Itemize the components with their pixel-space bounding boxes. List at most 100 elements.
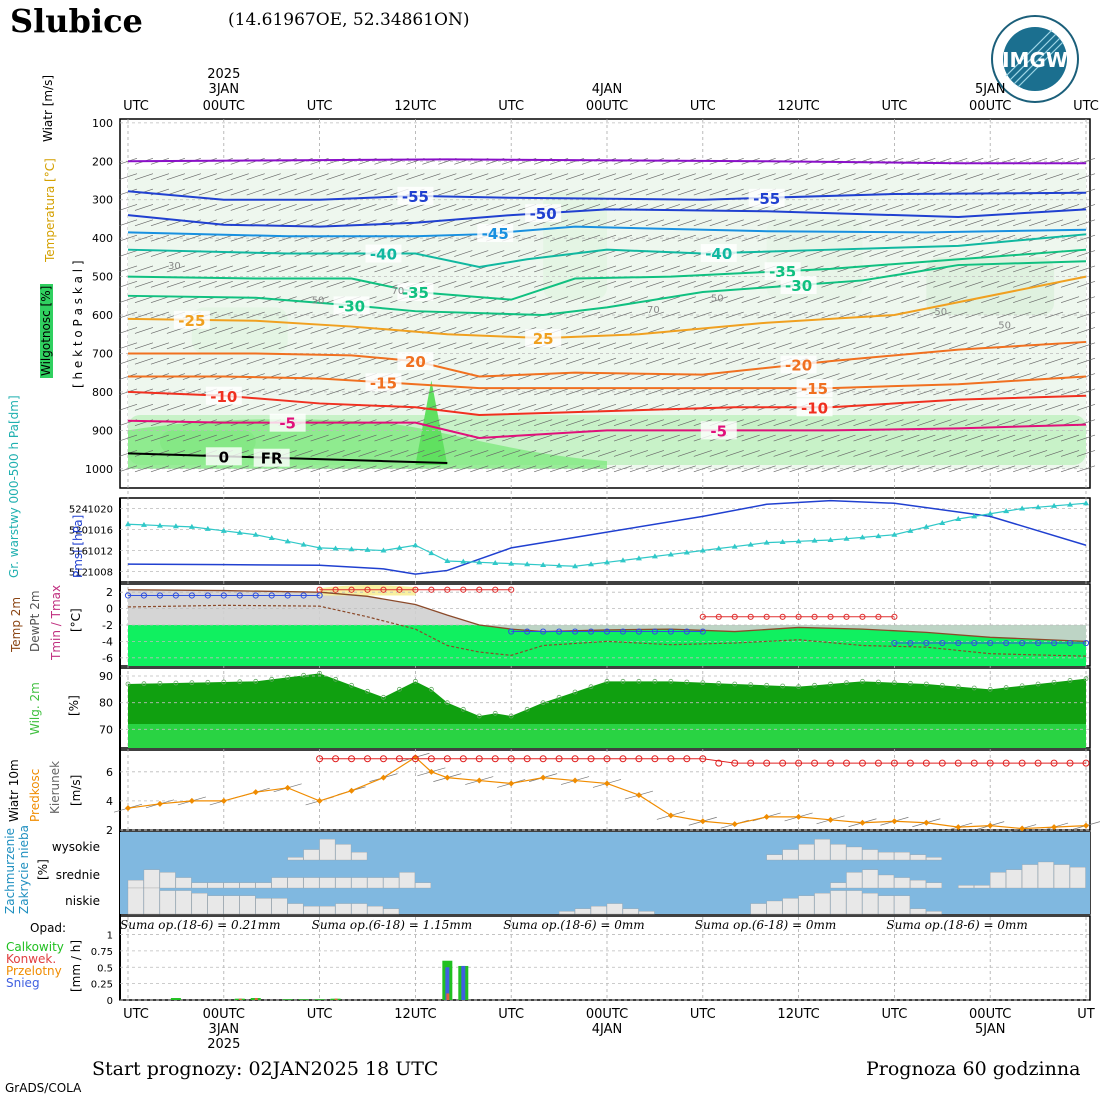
wind-barb	[150, 219, 170, 227]
cloud-bar	[926, 911, 942, 915]
wind-barb	[997, 204, 1016, 211]
rh-marker	[492, 710, 498, 716]
tmax-marker	[843, 613, 850, 620]
wind-barb	[965, 419, 984, 426]
wind-barb	[661, 173, 680, 180]
wind-barb	[1044, 465, 1064, 473]
cloud-bar	[622, 908, 639, 915]
thickness-marker	[508, 560, 515, 566]
thickness-marker	[332, 545, 339, 551]
thickness-marker	[1051, 502, 1058, 508]
wind-barb	[581, 327, 601, 334]
isotherm--20	[128, 340, 1087, 378]
wind-barb	[342, 450, 361, 457]
wind-barb	[1029, 265, 1048, 273]
cloud-bar	[990, 872, 1006, 889]
wind-barb	[166, 357, 185, 365]
pressure-tick-label: 900	[92, 424, 113, 437]
wind-barb	[965, 173, 984, 180]
wind-barb	[454, 188, 473, 196]
date-year-top: 2025	[207, 67, 240, 82]
wind-barb	[534, 450, 553, 457]
wind-barb	[1076, 327, 1096, 334]
rh-lower-band	[128, 724, 1086, 748]
wind-barb	[1060, 250, 1080, 257]
precip-sum-label: Suma op.(18-6) = 0mm	[886, 918, 1027, 932]
pressure-tick-label: 300	[92, 194, 113, 207]
wind-barb	[326, 327, 345, 334]
wind-barb	[1044, 204, 1064, 211]
tmin-marker	[667, 628, 674, 635]
wind-barb	[134, 327, 154, 334]
wind-barb	[182, 265, 201, 273]
pressure-tick-label: 600	[92, 309, 113, 322]
thickness-marker	[412, 542, 419, 548]
precip-tick-label: 0.75	[91, 947, 113, 958]
time-label-bottom: UTC	[882, 1007, 908, 1022]
wind-barb	[406, 173, 425, 180]
isotherm--15	[128, 375, 1087, 390]
wind-barb	[1044, 403, 1064, 411]
wind-barb	[550, 373, 569, 380]
wind-barb	[1076, 296, 1096, 303]
isotherm-label: -10	[210, 388, 237, 406]
wind-barb	[262, 311, 281, 319]
wind-barb	[645, 311, 664, 319]
wind-barb	[310, 357, 329, 365]
wind-direction-marker	[938, 759, 946, 767]
wind-barb	[837, 465, 856, 473]
cloud-bar	[878, 874, 895, 889]
precip-sum-label: Suma op.(6-18) = 0mm	[695, 918, 836, 932]
thickness-tick-label: 524	[69, 505, 88, 516]
wind-barb	[214, 357, 233, 365]
wind-barb	[821, 188, 840, 196]
wind-direction-marker	[539, 755, 547, 763]
wind-barb	[693, 280, 712, 288]
tmin-marker	[540, 628, 547, 635]
wind-barb	[166, 234, 185, 242]
wind-barb	[805, 173, 824, 180]
wind-barb	[661, 219, 680, 227]
rh-shade	[926, 257, 1055, 316]
precip-sum-label: Suma op.(18-6) = 0mm	[503, 918, 644, 932]
cloud-unit: [%]	[36, 859, 50, 880]
isotherm-label: 0	[219, 448, 229, 466]
rh-marker	[444, 700, 450, 706]
wind-barb	[565, 450, 585, 457]
wind-barb	[885, 388, 904, 396]
wind-barb	[374, 265, 393, 273]
wind-barb	[981, 219, 1000, 227]
wind-barb	[917, 296, 936, 303]
wind-barb	[805, 327, 824, 334]
wind-barb	[773, 327, 792, 334]
rh-tick-label: 80	[99, 697, 113, 710]
wind-direction-marker	[827, 759, 835, 767]
tmin-marker	[907, 639, 914, 647]
wind-barb	[693, 219, 712, 227]
cloud-bar	[271, 877, 288, 889]
wind-barb	[901, 250, 920, 257]
wind-barb	[278, 311, 297, 319]
wind-barb	[965, 373, 984, 380]
wind-barb	[390, 173, 409, 180]
wind10-title: Wiatr 10m	[7, 759, 21, 822]
wind-barb	[869, 173, 888, 180]
wind-barb	[534, 280, 553, 288]
wind-barb	[837, 188, 856, 196]
wind-barb	[278, 388, 297, 396]
precip-legend-conv: Konwek.	[6, 952, 57, 966]
wind-barb	[725, 465, 744, 473]
wind-barb	[118, 280, 138, 288]
cloud-bar	[766, 900, 783, 915]
wind-direction-marker	[1082, 759, 1090, 767]
rh-tick-label: 70	[99, 723, 113, 736]
wind-barb	[118, 296, 138, 303]
wind-barb	[789, 342, 808, 350]
wind-barb	[150, 465, 170, 473]
wind-barb	[422, 373, 441, 380]
wind-barb	[326, 173, 345, 180]
cloud-bar	[830, 844, 847, 861]
wind-barb	[981, 173, 1000, 180]
wind-barb	[502, 265, 521, 273]
cloud-bar	[367, 877, 384, 889]
